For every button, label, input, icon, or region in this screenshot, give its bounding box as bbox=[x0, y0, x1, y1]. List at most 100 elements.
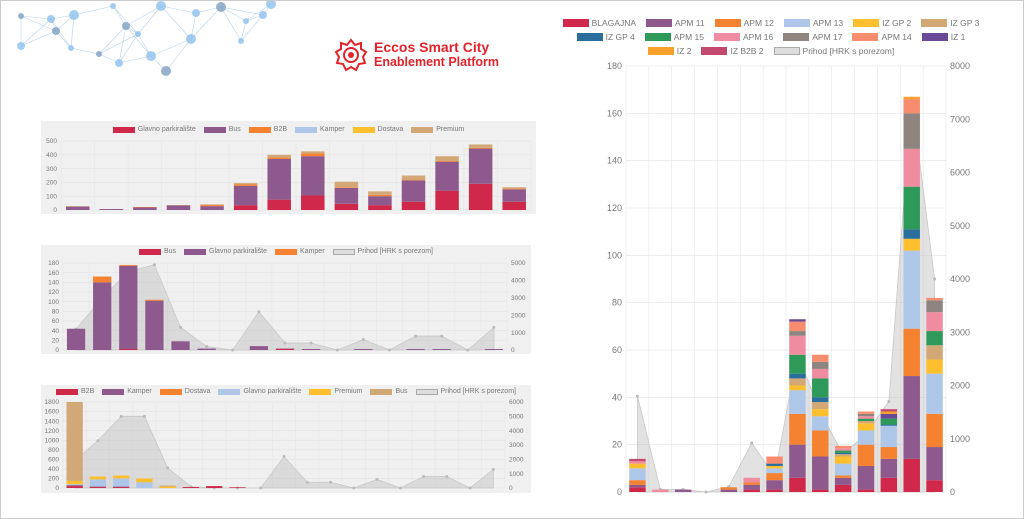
bar-segment[interactable] bbox=[857, 489, 875, 492]
bar-segment[interactable] bbox=[834, 450, 852, 453]
legend-item[interactable]: APM 13 bbox=[783, 18, 843, 28]
bar-segment[interactable] bbox=[136, 482, 153, 488]
legend-item[interactable]: APM 16 bbox=[713, 32, 773, 42]
bar-segment[interactable] bbox=[113, 486, 130, 488]
revenue-point[interactable] bbox=[142, 414, 146, 418]
bar-segment[interactable] bbox=[926, 413, 943, 448]
bar-segment[interactable] bbox=[880, 458, 898, 478]
bar-segment[interactable] bbox=[880, 424, 898, 426]
bar-segment[interactable] bbox=[66, 402, 83, 481]
bar-segment[interactable] bbox=[857, 418, 875, 421]
bar-segment[interactable] bbox=[857, 423, 875, 431]
bar-segment[interactable] bbox=[206, 486, 223, 488]
bar-segment[interactable] bbox=[880, 413, 898, 419]
legend-item[interactable]: APM 17 bbox=[783, 32, 842, 42]
bar-segment[interactable] bbox=[401, 179, 426, 181]
bar-segment[interactable] bbox=[834, 477, 852, 485]
bar-segment[interactable] bbox=[368, 205, 392, 210]
bar-segment[interactable] bbox=[159, 486, 176, 488]
bar-segment[interactable] bbox=[66, 206, 90, 207]
bar-segment[interactable] bbox=[275, 349, 295, 350]
bar-segment[interactable] bbox=[629, 484, 646, 488]
bar-segment[interactable] bbox=[926, 331, 943, 346]
bar-segment[interactable] bbox=[903, 229, 920, 239]
bar-segment[interactable] bbox=[743, 482, 760, 485]
bar-segment[interactable] bbox=[368, 191, 392, 195]
bar-segment[interactable] bbox=[267, 199, 291, 210]
bar-segment[interactable] bbox=[334, 181, 359, 188]
bar-segment[interactable] bbox=[789, 331, 806, 336]
legend-item[interactable]: Kamper bbox=[102, 388, 152, 395]
bar-segment[interactable] bbox=[119, 265, 138, 350]
revenue-point[interactable] bbox=[96, 439, 100, 443]
bar-segment[interactable] bbox=[789, 319, 806, 322]
revenue-point[interactable] bbox=[375, 477, 379, 481]
legend-item[interactable]: Prihod [HRK s porezom] bbox=[773, 46, 894, 56]
bar-segment[interactable] bbox=[166, 205, 191, 206]
bar-segment[interactable] bbox=[171, 341, 190, 350]
legend-item[interactable]: IZ GP 3 bbox=[921, 18, 979, 28]
revenue-point[interactable] bbox=[329, 480, 333, 484]
bar-segment[interactable] bbox=[880, 447, 898, 459]
bar-segment[interactable] bbox=[812, 402, 829, 410]
bar-segment[interactable] bbox=[89, 487, 107, 488]
bar-segment[interactable] bbox=[812, 430, 829, 457]
bar-segment[interactable] bbox=[229, 487, 246, 488]
legend-item[interactable]: IZ B2B 2 bbox=[701, 46, 764, 56]
bar-segment[interactable] bbox=[789, 378, 806, 386]
legend-item[interactable]: APM 14 bbox=[852, 32, 912, 42]
bar-segment[interactable] bbox=[182, 487, 200, 488]
bar-segment[interactable] bbox=[502, 188, 526, 190]
bar-segment[interactable] bbox=[435, 190, 459, 210]
legend-item[interactable]: Kamper bbox=[295, 126, 345, 133]
bar-segment[interactable] bbox=[233, 184, 258, 186]
revenue-point[interactable] bbox=[635, 394, 639, 398]
revenue-point[interactable] bbox=[152, 263, 156, 267]
bar-segment[interactable] bbox=[468, 147, 493, 149]
bar-segment[interactable] bbox=[834, 452, 852, 455]
bar-segment[interactable] bbox=[903, 148, 920, 187]
bar-segment[interactable] bbox=[233, 205, 258, 210]
bar-segment[interactable] bbox=[629, 461, 646, 464]
bar-segment[interactable] bbox=[401, 201, 426, 210]
bar-segment[interactable] bbox=[435, 161, 459, 162]
bar-segment[interactable] bbox=[789, 373, 806, 379]
bar-segment[interactable] bbox=[406, 349, 425, 350]
bar-segment[interactable] bbox=[435, 156, 459, 162]
bar-segment[interactable] bbox=[857, 465, 875, 490]
bar-segment[interactable] bbox=[880, 477, 898, 492]
revenue-point[interactable] bbox=[309, 341, 313, 345]
legend-item[interactable]: IZ GP 4 bbox=[576, 32, 635, 42]
revenue-point[interactable] bbox=[422, 475, 426, 479]
bar-segment[interactable] bbox=[880, 418, 898, 425]
revenue-point[interactable] bbox=[491, 467, 495, 471]
bar-segment[interactable] bbox=[857, 413, 875, 417]
bar-segment[interactable] bbox=[334, 187, 359, 188]
legend-item[interactable]: Bus bbox=[138, 248, 176, 255]
legend-item[interactable]: Dostava bbox=[159, 388, 210, 395]
bar-segment[interactable] bbox=[301, 195, 325, 210]
bar-segment[interactable] bbox=[334, 203, 359, 210]
bar-segment[interactable] bbox=[113, 475, 130, 479]
bar-segment[interactable] bbox=[301, 153, 325, 157]
bar-segment[interactable] bbox=[113, 487, 130, 488]
legend-item[interactable]: Premium bbox=[411, 126, 464, 133]
bar-segment[interactable] bbox=[720, 487, 738, 490]
legend-item[interactable]: Premium bbox=[309, 388, 362, 395]
bar-segment[interactable] bbox=[629, 480, 646, 485]
bar-segment[interactable] bbox=[789, 335, 806, 355]
bar-segment[interactable] bbox=[743, 477, 760, 483]
bar-segment[interactable] bbox=[301, 151, 325, 154]
revenue-point[interactable] bbox=[445, 475, 449, 479]
bar-segment[interactable] bbox=[435, 161, 459, 191]
legend-item[interactable]: APM 12 bbox=[714, 18, 774, 28]
bar-segment[interactable] bbox=[629, 463, 646, 469]
bar-segment[interactable] bbox=[834, 445, 852, 449]
bar-segment[interactable] bbox=[857, 444, 875, 466]
bar-segment[interactable] bbox=[926, 480, 943, 492]
revenue-point[interactable] bbox=[283, 341, 287, 345]
bar-segment[interactable] bbox=[789, 477, 806, 492]
bar-segment[interactable] bbox=[903, 99, 920, 114]
bar-segment[interactable] bbox=[66, 484, 83, 486]
bar-segment[interactable] bbox=[66, 486, 83, 488]
